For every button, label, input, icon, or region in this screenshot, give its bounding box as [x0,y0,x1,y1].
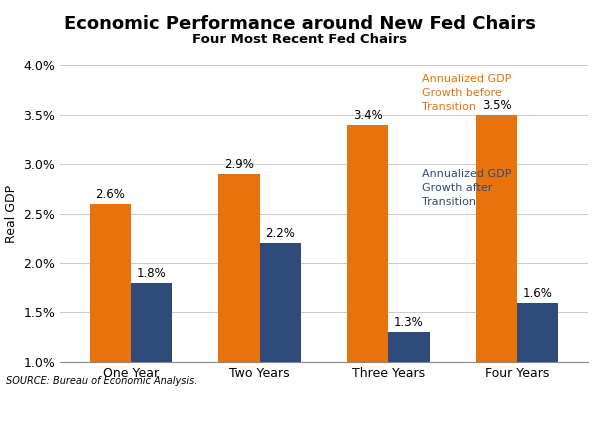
Text: Economic Performance around New Fed Chairs: Economic Performance around New Fed Chai… [64,15,536,33]
Text: 2.6%: 2.6% [95,188,125,201]
Y-axis label: Real GDP: Real GDP [5,184,18,243]
Text: Annualized GDP
Growth after
Transition: Annualized GDP Growth after Transition [422,169,511,207]
Text: 2.2%: 2.2% [265,227,295,240]
Bar [131,283,172,436]
Text: SOURCE: Bureau of Economic Analysis.: SOURCE: Bureau of Economic Analysis. [6,376,197,386]
Bar [476,115,517,436]
Text: 3.5%: 3.5% [482,99,511,112]
Bar [388,332,430,436]
Text: 2.9%: 2.9% [224,158,254,171]
Text: 1.6%: 1.6% [523,286,553,300]
Text: 1.8%: 1.8% [137,267,166,280]
Text: 3.4%: 3.4% [353,109,383,122]
Text: Federal Reserve Bank of St. Louis: Federal Reserve Bank of St. Louis [7,414,258,427]
Bar [260,243,301,436]
Text: Four Most Recent Fed Chairs: Four Most Recent Fed Chairs [193,33,407,46]
Bar [517,303,559,436]
Bar [347,125,388,436]
Bar [89,204,131,436]
Bar [218,174,260,436]
Text: Annualized GDP
Growth before
Transition: Annualized GDP Growth before Transition [422,74,511,112]
Text: 1.3%: 1.3% [394,316,424,329]
